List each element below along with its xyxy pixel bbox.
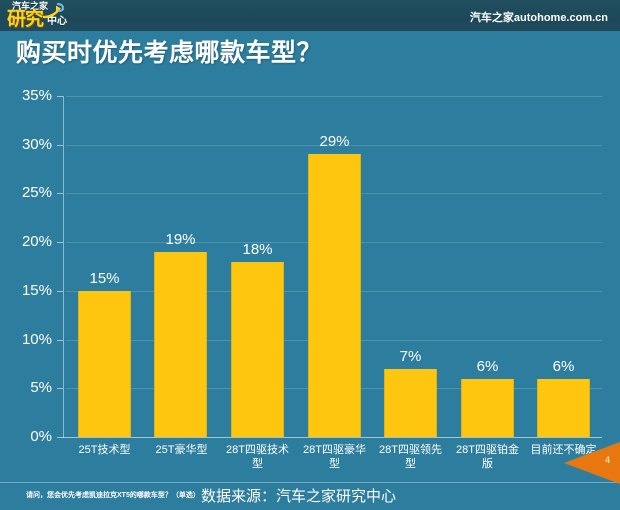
y-axis-tick <box>57 193 63 195</box>
y-axis-tick <box>57 96 63 97</box>
page-title: 购买时优先考虑哪款车型？ <box>16 39 323 67</box>
y-axis-tick <box>57 437 63 438</box>
swoosh-arrow-icon <box>42 2 65 19</box>
bar-value-label: 18% <box>242 240 273 258</box>
gridline <box>66 144 602 146</box>
bar-chart-plot: 35% 30% 25% 20% 15% 10% 5% 0% 15% 19% 18% 29% 7% 6% 6… <box>21 87 602 470</box>
logo-sub-text: 中心 <box>47 16 67 27</box>
bar-value-label: 6% <box>552 357 575 375</box>
data-source-text: 数据来源：汽车之家研究中心 <box>201 488 397 505</box>
bar-value-label: 19% <box>165 230 196 248</box>
arrow-triangle-icon <box>564 442 620 484</box>
y-axis-tick-label: 30% <box>21 135 52 153</box>
x-axis-category-label: 25T技术型 <box>78 444 131 456</box>
bar-value-label: 29% <box>319 133 350 151</box>
y-axis: 35% 30% 25% 20% 15% 10% 5% 0% <box>21 87 52 445</box>
y-axis-tick-label: 15% <box>21 281 52 299</box>
y-axis-tick-label: 5% <box>30 379 52 397</box>
page-number: 4 <box>604 455 610 465</box>
survey-question-note: 请问，您会优先考虑凯迪拉克XT5的哪款车型？（单选） <box>26 492 200 499</box>
bar <box>461 378 514 437</box>
logo-top-text: 汽车之家 <box>12 1 49 11</box>
y-axis-line <box>63 96 64 438</box>
y-axis-tick <box>57 388 63 390</box>
bar-value-label: 6% <box>476 357 499 375</box>
y-axis-tick <box>57 339 63 341</box>
y-axis-tick-label: 35% <box>21 87 52 104</box>
x-axis-category-label: 28T四驱铂金版 <box>456 444 519 470</box>
x-axis-category-label: 25T豪华型 <box>155 444 208 456</box>
y-axis-tick-label: 10% <box>21 330 52 348</box>
y-axis-tick <box>57 242 63 244</box>
bar <box>384 368 437 437</box>
y-axis-tick-label: 0% <box>30 428 52 445</box>
y-axis-tick-label: 25% <box>21 184 52 202</box>
header-band-gradient <box>0 0 620 31</box>
y-axis-tick-label: 20% <box>21 233 52 251</box>
bar-value-label: 15% <box>89 269 120 287</box>
x-axis-category-label: 28T四驱领先型 <box>379 444 442 470</box>
bar <box>308 154 361 437</box>
x-axis-line <box>63 437 602 438</box>
footer: 请问，您会优先考虑凯迪拉克XT5的哪款车型？（单选） 数据来源：汽车之家研究中心 <box>0 482 620 510</box>
header-band <box>0 0 620 31</box>
bar <box>154 251 207 437</box>
title-row: 购买时优先考虑哪款车型？ <box>0 33 620 75</box>
bar <box>537 378 590 437</box>
gridline <box>66 96 602 97</box>
bar-value-label: 7% <box>399 347 422 365</box>
bar <box>78 290 131 437</box>
x-axis-category-label: 28T四驱技术型 <box>226 444 289 470</box>
site-url-text: 汽车之家autohome.com.cn <box>469 12 608 24</box>
autohome-research-logo: 汽车之家 研究 中心 <box>4 0 164 33</box>
bar <box>231 261 284 437</box>
y-axis-tick <box>57 290 63 292</box>
logo-main-text: 研究 <box>7 9 44 30</box>
x-axis-category-label: 28T四驱豪华型 <box>303 444 366 470</box>
page-number-arrow: 4 <box>564 442 620 484</box>
y-axis-tick <box>57 144 63 146</box>
